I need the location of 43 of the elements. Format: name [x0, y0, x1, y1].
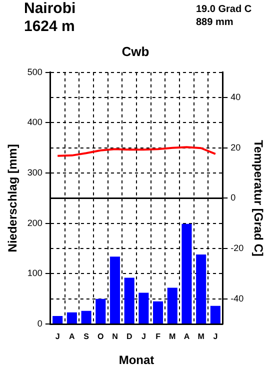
y-tick-label: 300: [27, 168, 42, 178]
y2-tick-label: 40: [230, 92, 241, 102]
text: 19.0 Grad C: [196, 3, 252, 16]
bar: [153, 301, 164, 324]
y2-axis-title: Temperatur [Grad C]: [251, 140, 266, 256]
x-tick-label: O: [98, 332, 104, 342]
bar: [196, 254, 206, 324]
y-tick-label: 200: [27, 218, 42, 228]
y-tick-label: 0: [37, 318, 42, 328]
y2-tick-label: -20: [230, 243, 244, 254]
x-tick-label: M: [169, 332, 176, 342]
y-tick-label: 100: [27, 268, 42, 278]
bar: [110, 256, 120, 324]
bar: [96, 298, 106, 324]
bar: [124, 278, 134, 324]
x-tick-label: F: [156, 332, 161, 342]
bar: [81, 310, 92, 324]
y-tick-label: 500: [27, 66, 42, 77]
x-tick-label: A: [69, 332, 76, 342]
y2-tick-label: -40: [230, 293, 244, 304]
chart-subtitle: 1624 m: [24, 18, 76, 36]
x-tick-label: M: [198, 332, 205, 342]
x-tick-label: J: [55, 332, 60, 342]
bar: [167, 288, 178, 324]
x-tick-label: J: [213, 332, 218, 342]
x-tick-label: J: [141, 332, 146, 342]
x-tick-label: S: [84, 332, 90, 342]
y-tick-label: 400: [27, 117, 42, 128]
x-tick-label: N: [112, 332, 118, 342]
x-tick-label: A: [184, 332, 190, 342]
chart-title: Nairobi: [24, 0, 76, 18]
y2-tick-label: 20: [230, 142, 241, 152]
text: Cwb: [120, 44, 150, 59]
y-axis-title: Niederschlag [mm]: [6, 144, 20, 252]
bar: [66, 312, 77, 324]
bar: [138, 292, 149, 324]
x-axis-title: Monat: [118, 353, 154, 368]
y2-tick-label: 0: [230, 192, 236, 203]
text: 889 mm: [196, 16, 234, 29]
bar: [182, 224, 192, 324]
x-tick-label: D: [126, 332, 132, 342]
bar: [210, 306, 220, 324]
bar: [52, 316, 63, 324]
